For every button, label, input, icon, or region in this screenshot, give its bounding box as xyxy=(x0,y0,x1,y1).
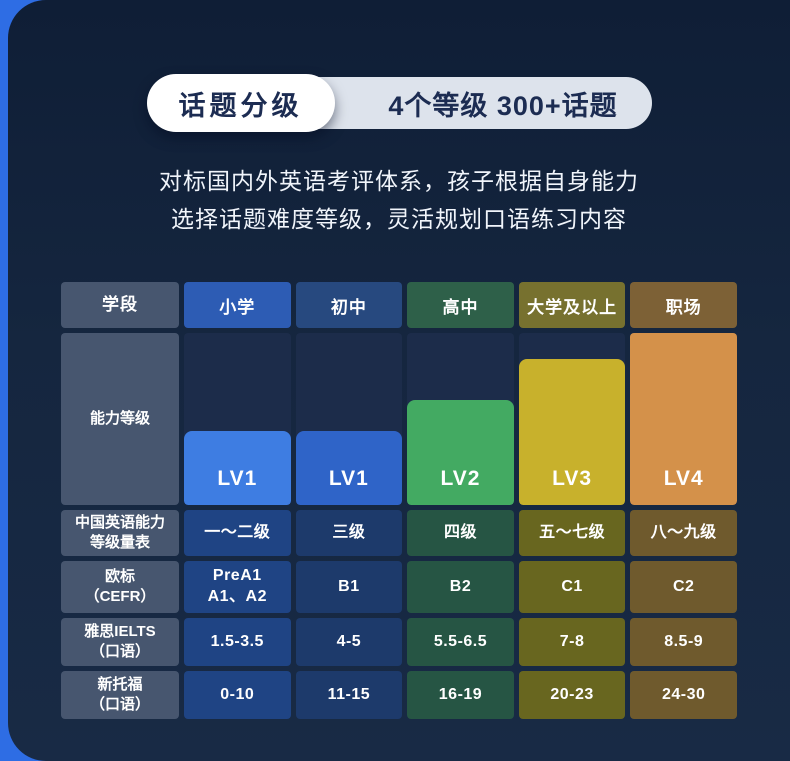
level-bar-label: LV3 xyxy=(552,467,593,490)
level-bar-lv1: LV1 xyxy=(184,430,291,505)
level-bar-label: LV2 xyxy=(440,467,481,490)
level-cell-college: LV3 xyxy=(518,333,626,505)
level-bar-lv3: LV3 xyxy=(518,358,626,505)
table-value: 8.5-9 xyxy=(630,618,737,666)
table-value: 16-19 xyxy=(407,671,514,719)
table-value: 一～二级 xyxy=(184,510,291,556)
level-bar-lv1: LV1 xyxy=(295,430,403,505)
table-value: 0-10 xyxy=(184,671,291,719)
row-header-cse-scale: 中国英语能力 等级量表 xyxy=(61,510,179,556)
description-line-2: 选择话题难度等级，灵活规划口语练习内容 xyxy=(171,206,627,232)
table-value: 4-5 xyxy=(295,618,403,666)
level-bar-label: LV1 xyxy=(217,467,258,490)
row-header-toefl: 新托福 （口语） xyxy=(61,671,179,719)
column-header-workplace: 职场 xyxy=(630,282,737,328)
table-value: 5.5-6.5 xyxy=(407,618,514,666)
level-bar-label: LV1 xyxy=(328,467,369,490)
table-value: 八～九级 xyxy=(630,510,737,556)
row-header-ielts: 雅思IELTS （口语） xyxy=(61,618,179,666)
table-value: B1 xyxy=(295,561,403,613)
section-badge: 4个等级 300+话题 话题分级 xyxy=(146,74,652,132)
content-card: 4个等级 300+话题 话题分级 对标国内外英语考评体系，孩子根据自身能力 选择… xyxy=(8,0,790,761)
level-cell-primary: LV1 xyxy=(184,333,291,505)
level-bar-lv2: LV2 xyxy=(407,399,514,505)
level-bar-lv4: LV4 xyxy=(630,333,737,505)
table-value: C2 xyxy=(630,561,737,613)
badge-title: 话题分级 xyxy=(146,74,335,132)
table-value: C1 xyxy=(518,561,626,613)
table-value: 1.5-3.5 xyxy=(184,618,291,666)
table-value: 四级 xyxy=(407,510,514,556)
section-description: 对标国内外英语考评体系，孩子根据自身能力 选择话题难度等级，灵活规划口语练习内容 xyxy=(8,162,790,238)
level-cell-workplace: LV4 xyxy=(630,333,737,505)
table-value: 五～七级 xyxy=(518,510,626,556)
level-table: 学段 小学 初中 高中 大学及以上 职场 能力等级 LV1 LV1 LV2 LV… xyxy=(61,282,737,719)
table-value: PreA1 A1、A2 xyxy=(184,561,291,613)
level-bar-label: LV4 xyxy=(663,467,704,490)
table-value: B2 xyxy=(407,561,514,613)
table-value: 三级 xyxy=(295,510,403,556)
column-header-college: 大学及以上 xyxy=(518,282,626,328)
column-header-primary: 小学 xyxy=(184,282,291,328)
table-value: 11-15 xyxy=(295,671,403,719)
row-header-cefr: 欧标 （CEFR） xyxy=(61,561,179,613)
table-corner-header: 学段 xyxy=(61,282,179,328)
table-value: 24-30 xyxy=(630,671,737,719)
table-value: 7-8 xyxy=(518,618,626,666)
column-header-senior: 高中 xyxy=(407,282,514,328)
level-cell-senior: LV2 xyxy=(407,333,514,505)
column-header-junior: 初中 xyxy=(295,282,403,328)
level-cell-junior: LV1 xyxy=(295,333,403,505)
row-header-ability-level: 能力等级 xyxy=(61,333,179,505)
table-value: 20-23 xyxy=(518,671,626,719)
description-line-1: 对标国内外英语考评体系，孩子根据自身能力 xyxy=(159,168,639,194)
